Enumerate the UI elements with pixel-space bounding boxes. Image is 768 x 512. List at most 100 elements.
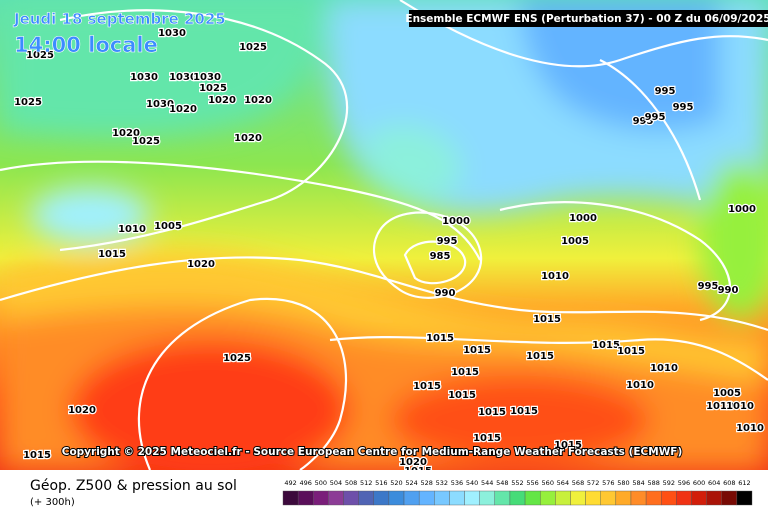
- legend-swatch: [358, 490, 374, 506]
- isobar-label: 1015: [533, 314, 561, 325]
- isobar-label: 1020: [187, 259, 215, 270]
- copyright: Copyright © 2025 Meteociel.fr - Source E…: [62, 446, 683, 458]
- isobar-label: 1015: [510, 406, 538, 417]
- isobar-label: 1025: [223, 353, 251, 364]
- legend-label: 508: [345, 479, 357, 487]
- isobar-label: 1015: [473, 433, 501, 444]
- legend-swatch: [676, 490, 692, 506]
- legend-label: 564: [557, 479, 569, 487]
- isobar-label: 1015: [426, 333, 454, 344]
- legend-swatch: [615, 490, 632, 506]
- legend-label: 568: [572, 479, 584, 487]
- legend-swatch: [630, 490, 647, 506]
- isobar-label: 1025: [199, 83, 227, 94]
- legend-label: 496: [299, 479, 311, 487]
- legend-label: 544: [481, 479, 493, 487]
- legend-label: 552: [511, 479, 523, 487]
- isobar-label: 1015: [23, 450, 51, 461]
- legend-swatch: [524, 490, 541, 506]
- isobar-label: 1020: [169, 104, 197, 115]
- legend-label: 556: [526, 479, 538, 487]
- legend-swatch: [494, 490, 511, 506]
- isobar-label: 1020: [112, 128, 140, 139]
- legend-label: 592: [663, 479, 675, 487]
- legend-label: 520: [390, 479, 402, 487]
- isobar-label: 1005: [154, 221, 182, 232]
- forecast-date: Jeudi 18 septembre 2025: [13, 10, 226, 28]
- legend-swatch: [736, 490, 753, 506]
- isobar-label: 1030: [169, 72, 197, 83]
- color-legend: 492 496 500 504 508 512 516 520 524 528 532 536 540 5…: [282, 479, 753, 506]
- isobar-label: 1010: [706, 401, 734, 412]
- legend-swatch: [297, 490, 314, 506]
- isobar-label: 1015: [478, 407, 506, 418]
- legend-label: 588: [647, 479, 659, 487]
- legend-swatch: [403, 490, 420, 506]
- legend-label: 600: [693, 479, 705, 487]
- legend-label: 576: [602, 479, 614, 487]
- legend-label: 492: [284, 479, 296, 487]
- isobar-label: 1000: [569, 213, 597, 224]
- isobar-label: 1025: [26, 50, 54, 61]
- legend-swatch: [509, 490, 526, 506]
- isobar-label: 1020: [208, 95, 236, 106]
- legend-swatch: [282, 490, 299, 506]
- isobar-label: 1015: [526, 351, 554, 362]
- legend-label: 500: [315, 479, 327, 487]
- legend-label: 580: [617, 479, 629, 487]
- legend-swatch: [449, 490, 465, 506]
- isobar-label: 990: [718, 285, 739, 296]
- isobar-label: 1030: [158, 28, 186, 39]
- legend-swatch: [600, 490, 617, 506]
- legend-swatch: [555, 490, 571, 506]
- legend-swatch: [585, 490, 601, 506]
- isobar-label: 1025: [14, 97, 42, 108]
- isobar-label: 995: [633, 116, 654, 127]
- isobar-label: 1020: [399, 457, 427, 468]
- legend-swatch: [661, 490, 677, 506]
- isobar-label: 995: [437, 236, 458, 247]
- legend-label: 536: [451, 479, 463, 487]
- isobar-label: 1030: [193, 72, 221, 83]
- legend-swatch: [313, 490, 329, 506]
- isobar-label: 1015: [448, 390, 476, 401]
- legend-swatch: [343, 490, 359, 506]
- isobar-label: 1015: [463, 345, 491, 356]
- isobar-label: 1010: [541, 271, 569, 282]
- legend-swatch: [373, 490, 390, 506]
- legend-label: 516: [375, 479, 387, 487]
- isobar-label: 1010: [736, 423, 764, 434]
- isobar-label: 1005: [713, 388, 741, 399]
- legend-swatch: [706, 490, 722, 506]
- legend-swatch: [434, 490, 450, 506]
- legend-swatch: [388, 490, 405, 506]
- legend-swatch: [418, 490, 435, 506]
- legend-label: 504: [330, 479, 342, 487]
- isobar-label: 1020: [244, 95, 272, 106]
- isobar-label: 1030: [130, 72, 158, 83]
- legend-label: 608: [723, 479, 735, 487]
- isobar-label: 1010: [118, 224, 146, 235]
- legend-label: 512: [360, 479, 372, 487]
- isobar-label: 995: [645, 112, 666, 123]
- legend-label: 560: [542, 479, 554, 487]
- isobar-label: 1015: [554, 440, 582, 451]
- isobar-label: 1020: [68, 405, 96, 416]
- isobar-label: 1010: [726, 401, 754, 412]
- legend-label: 524: [405, 479, 417, 487]
- legend-swatch: [464, 490, 480, 506]
- isobar-label: 995: [673, 102, 694, 113]
- isobar-label: 990: [435, 288, 456, 299]
- isobar-label: 985: [430, 251, 451, 262]
- isobar-label: 1025: [239, 42, 267, 53]
- legend-label: 584: [632, 479, 644, 487]
- legend-swatch: [328, 490, 344, 506]
- legend-label: 532: [436, 479, 448, 487]
- forecast-time: 14:00 locale: [14, 33, 158, 57]
- legend-swatch: [479, 490, 496, 506]
- run-banner: [409, 10, 768, 27]
- isobar-label: 1000: [442, 216, 470, 227]
- isobar-label: 995: [655, 86, 676, 97]
- isobar-label: 1015: [592, 340, 620, 351]
